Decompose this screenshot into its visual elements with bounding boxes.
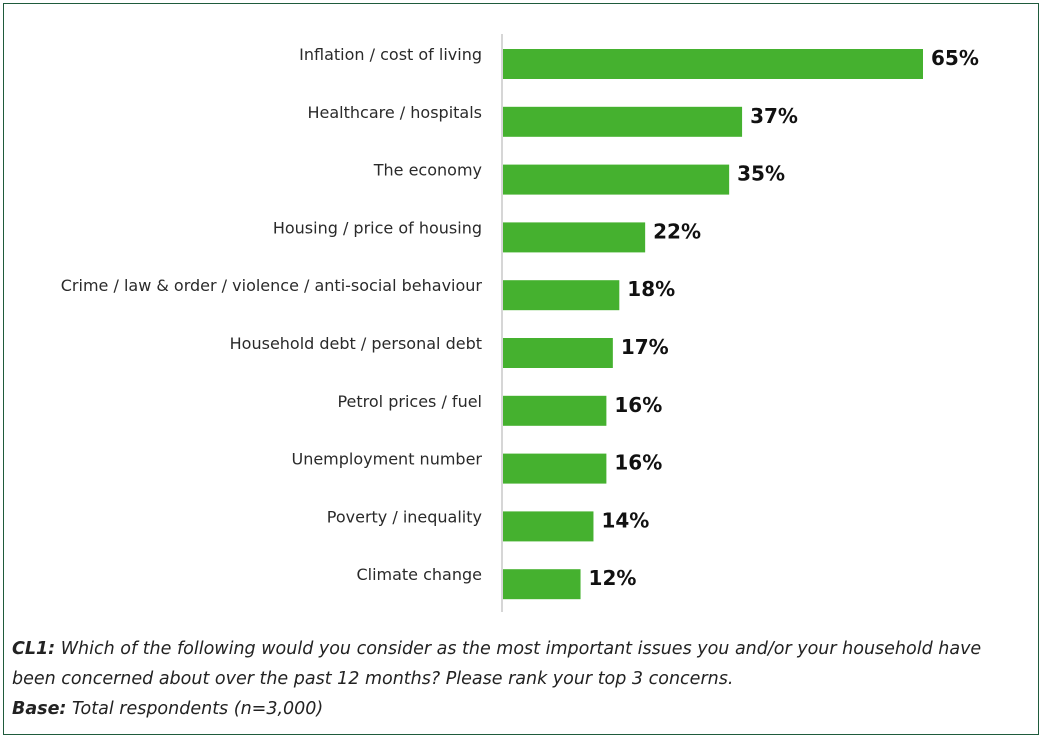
question-key: CL1: [12, 639, 56, 659]
chart-footnote: CL1: Which of the following would you co… [12, 634, 1022, 724]
category-label-1: Inflation / cost of living [299, 45, 482, 64]
bar-group: Inflation / cost of living 65% Healthcare … [61, 45, 979, 600]
bar-2 [503, 106, 743, 137]
base-text: Total respondents (n=3,000) [66, 699, 324, 719]
base-key: Base: [12, 699, 67, 719]
category-label-10: Climate change [356, 565, 482, 584]
bar-7 [503, 395, 607, 426]
bar-1 [503, 49, 923, 79]
value-label-5: 18% [627, 277, 675, 301]
value-label-1: 65% [931, 46, 979, 70]
bar-chart: Inflation / cost of living 65% Healthcare … [61, 34, 979, 612]
category-label-7: Petrol prices / fuel [337, 392, 482, 411]
question-text: Which of the following would you conside… [12, 639, 982, 689]
bar-10 [503, 569, 581, 600]
category-label-3: The economy [373, 161, 482, 180]
value-label-9: 14% [601, 508, 649, 532]
bar-5 [503, 280, 620, 311]
category-label-9: Poverty / inequality [327, 507, 482, 526]
base-note: Base: Total respondents (n=3,000) [12, 694, 1022, 724]
category-label-8: Unemployment number [291, 450, 482, 469]
value-label-7: 16% [614, 393, 662, 417]
value-label-6: 17% [621, 335, 669, 359]
bar-9 [503, 511, 594, 542]
bar-8 [503, 453, 607, 484]
bar-4 [503, 222, 646, 253]
category-label-4: Housing / price of housing [273, 218, 482, 237]
value-label-10: 12% [589, 566, 637, 590]
category-label-6: Household debt / personal debt [230, 334, 482, 353]
bar-6 [503, 338, 613, 368]
question-note: CL1: Which of the following would you co… [12, 634, 1022, 694]
value-label-3: 35% [737, 162, 785, 186]
value-label-8: 16% [614, 451, 662, 475]
bar-3 [503, 164, 730, 195]
category-label-5: Crime / law & order / violence / anti-so… [61, 276, 483, 295]
value-label-2: 37% [750, 104, 798, 128]
value-label-4: 22% [653, 219, 701, 243]
category-label-2: Healthcare / hospitals [308, 103, 483, 122]
